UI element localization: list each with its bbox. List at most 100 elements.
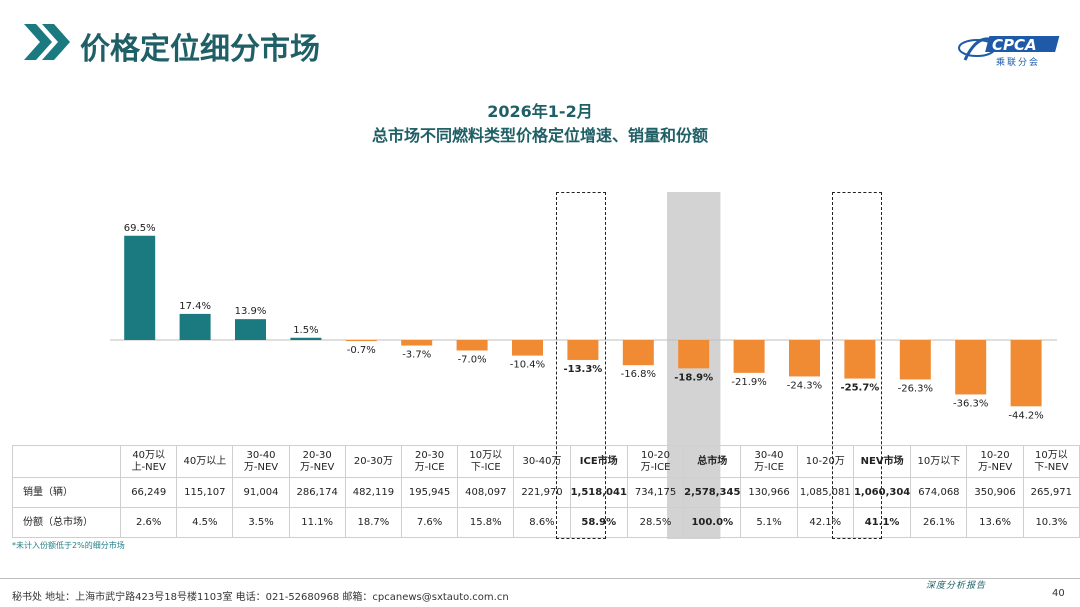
- page-number: 40: [1052, 588, 1065, 599]
- table-cell: 1,060,304: [852, 477, 912, 508]
- table-header-cell: 10万以 下-ICE: [457, 445, 515, 478]
- bar-chart: 69.5% 17.4% 13.9% 1.5% -0.7% -3.7% -7.0% -10.4%…: [110, 192, 1057, 539]
- bar-0: [124, 235, 156, 340]
- table-cell: 13.6%: [966, 507, 1024, 538]
- highlight-box-ice: [556, 192, 606, 539]
- chevron-double-icon: [24, 24, 70, 60]
- cpca-logo-icon: [958, 36, 1060, 61]
- data-label-4: -0.7%: [347, 345, 376, 356]
- bar-1: [179, 313, 211, 340]
- table-cell: 58.9%: [569, 507, 628, 538]
- table-cell: 41.1%: [852, 507, 912, 538]
- bar-11: [733, 340, 765, 373]
- table-header-cell: ICE市场: [569, 445, 628, 478]
- chart-title-line1: 2026年1-2月: [487, 102, 593, 121]
- data-label-15: -36.3%: [953, 398, 988, 409]
- table-header-cell: 30-40 万-NEV: [232, 445, 290, 478]
- table-cell: 482,119: [344, 477, 402, 508]
- bar-13: [844, 340, 876, 379]
- bar-15: [955, 340, 987, 395]
- table-header-row: 40万以 上-NEV 40万以上 30-40 万-NEV 20-30 万-NEV 20-30万…: [11, 445, 1080, 478]
- table-cell: 2.6%: [120, 507, 178, 538]
- table-cell: 28.5%: [626, 507, 685, 538]
- bar-12: [789, 340, 820, 377]
- table-cell: 42.1%: [796, 507, 854, 538]
- table-cell: 130,966: [740, 477, 798, 508]
- table-header-cell: 20-30万: [344, 445, 402, 478]
- data-label-9: -16.8%: [621, 369, 656, 380]
- bar-7: [512, 340, 543, 356]
- table-cell: 4.5%: [176, 507, 234, 538]
- data-table: 40万以 上-NEV 40万以上 30-40 万-NEV 20-30 万-NEV 20-30万…: [11, 445, 1080, 538]
- table-header-cell: 10万以 下-NEV: [1022, 445, 1080, 478]
- data-label-8: -13.3%: [563, 364, 602, 375]
- table-cell: 221,970: [513, 477, 571, 508]
- logo-text: CPCA: [992, 36, 1037, 54]
- table-cell: 100.0%: [683, 507, 742, 538]
- data-label-13: -25.7%: [840, 383, 879, 394]
- table-header-cell: 40万以上: [176, 445, 234, 478]
- table-cell: 265,971: [1022, 477, 1080, 508]
- table-cell: 66,249: [120, 477, 178, 508]
- table-cell: 734,175: [626, 477, 685, 508]
- table-cell: 674,068: [910, 477, 968, 508]
- chart-title-line2: 总市场不同燃料类型价格定位增速、销量和份额: [371, 126, 708, 145]
- table-cell: 3.5%: [232, 507, 290, 538]
- bar-9: [622, 340, 654, 366]
- footer-contact: 秘书处 地址：上海市武宁路423号18号楼1103室 电话：021-526809…: [12, 592, 509, 603]
- table-row-label: 销量（辆）: [11, 477, 122, 508]
- bar-4: [345, 340, 377, 342]
- table-cell: 15.8%: [457, 507, 515, 538]
- table-cell: 10.3%: [1022, 507, 1080, 538]
- table-cell: 2,578,345: [683, 477, 742, 508]
- table-row: 份额（总市场） 2.6% 4.5% 3.5% 11.1% 18.7% 7.6% 15.8% 8.…: [11, 507, 1080, 538]
- bar-2: [235, 319, 266, 340]
- table-cell: 26.1%: [910, 507, 968, 538]
- table-cell: 5.1%: [740, 507, 798, 538]
- table-header-cell: 10-20 万-NEV: [966, 445, 1024, 478]
- table-cell: 195,945: [400, 477, 459, 508]
- table-cell: 1,085,081: [796, 477, 854, 508]
- table-header-cell: 10-20 万-ICE: [626, 445, 685, 478]
- table-cell: 350,906: [966, 477, 1024, 508]
- table-header-cell: 10万以下: [910, 445, 968, 478]
- footer-divider: [0, 578, 1080, 579]
- table-header-cell: 20-30 万-NEV: [288, 445, 346, 478]
- table-cell: 115,107: [176, 477, 234, 508]
- data-label-2: 13.9%: [235, 306, 267, 317]
- bar-16: [1010, 340, 1042, 407]
- data-label-16: -44.2%: [1008, 410, 1043, 421]
- table-cell: 286,174: [288, 477, 346, 508]
- data-label-1: 17.4%: [179, 301, 211, 312]
- bar-14: [899, 340, 931, 380]
- bar-5: [401, 340, 433, 346]
- page-title: 价格定位细分市场: [80, 32, 320, 67]
- data-label-12: -24.3%: [787, 380, 822, 391]
- highlight-box-nev: [832, 192, 882, 539]
- bar-10: [678, 340, 710, 369]
- table-row-label: 份额（总市场）: [11, 507, 122, 538]
- table-corner-cell: [11, 445, 122, 478]
- table-row: 销量（辆） 66,249 115,107 91,004 286,174 482,119 19…: [11, 477, 1080, 508]
- data-label-7: -10.4%: [510, 360, 545, 371]
- data-label-6: -7.0%: [458, 355, 487, 366]
- data-label-0: 69.5%: [124, 223, 156, 234]
- table-cell: 1,518,041: [569, 477, 628, 508]
- table-header-cell: 30-40 万-ICE: [740, 445, 798, 478]
- bar-3: [290, 337, 322, 340]
- table-header-cell: 10-20万: [796, 445, 854, 478]
- table-cell: 91,004: [232, 477, 290, 508]
- footnote: *未计入份额低于2%的细分市场: [12, 541, 125, 550]
- table-header-cell: 总市场: [683, 445, 742, 478]
- table-header-cell: 20-30 万-ICE: [400, 445, 459, 478]
- table-cell: 7.6%: [400, 507, 459, 538]
- data-label-3: 1.5%: [293, 325, 318, 336]
- table-cell: 408,097: [457, 477, 515, 508]
- data-label-5: -3.7%: [402, 350, 431, 361]
- table-header-cell: NEV市场: [852, 445, 912, 478]
- logo-subtitle: 乘联分会: [996, 58, 1041, 68]
- bar-8: [567, 340, 599, 360]
- data-label-14: -26.3%: [898, 383, 933, 394]
- data-label-10: -18.9%: [674, 372, 713, 383]
- bar-6: [456, 340, 488, 351]
